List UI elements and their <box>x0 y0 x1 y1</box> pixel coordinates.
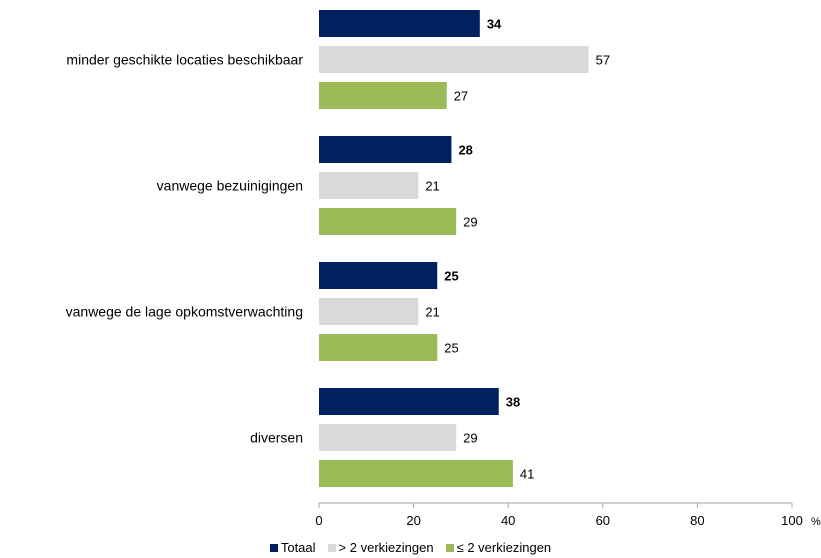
category-label: diversen <box>250 430 303 446</box>
data-label: 38 <box>506 395 520 410</box>
bar <box>319 334 438 361</box>
x-tick-label: 80 <box>690 513 704 528</box>
x-tick-label: 20 <box>406 513 420 528</box>
x-tick-label: 60 <box>596 513 610 528</box>
data-label: 21 <box>425 179 439 194</box>
legend-swatch <box>269 543 278 552</box>
bar <box>319 172 419 199</box>
data-label: 25 <box>444 341 458 356</box>
chart-legend: Totaal > 2 verkiezingen ≤ 2 verkiezingen <box>0 540 821 555</box>
data-label: 27 <box>454 89 468 104</box>
legend-item: Totaal <box>269 540 316 555</box>
bar <box>319 262 438 289</box>
legend-item: > 2 verkiezingen <box>327 540 434 555</box>
x-tick-label: 40 <box>501 513 515 528</box>
x-tick-label: 100 <box>781 513 803 528</box>
x-tick-label: 0 <box>315 513 322 528</box>
legend-label: Totaal <box>280 540 316 555</box>
bar-chart: minder geschikte locaties beschikbaar 34 5… <box>66 10 821 528</box>
category-label: vanwege de lage opkomstverwachting <box>66 304 303 320</box>
category-label: minder geschikte locaties beschikbaar <box>66 52 303 68</box>
legend-swatch <box>327 543 336 552</box>
legend-label: ≤ 2 verkiezingen <box>456 540 552 555</box>
x-axis-unit: % <box>811 516 821 528</box>
bar <box>319 208 457 235</box>
bar <box>319 46 589 73</box>
bar <box>319 10 480 37</box>
bar <box>319 460 513 487</box>
legend-swatch <box>445 543 454 552</box>
bar <box>319 388 499 415</box>
data-label: 29 <box>463 431 477 446</box>
category-label: vanwege bezuinigingen <box>157 178 303 194</box>
data-label: 25 <box>444 269 458 284</box>
bar <box>319 82 447 109</box>
data-label: 28 <box>458 143 472 158</box>
bar <box>319 298 419 325</box>
data-label: 41 <box>520 467 534 482</box>
data-label: 34 <box>487 17 502 32</box>
data-label: 57 <box>596 53 610 68</box>
data-label: 21 <box>425 305 439 320</box>
bar <box>319 136 452 163</box>
legend-label: > 2 verkiezingen <box>338 540 434 555</box>
data-label: 29 <box>463 215 477 230</box>
legend-item: ≤ 2 verkiezingen <box>445 540 552 555</box>
bar <box>319 424 457 451</box>
